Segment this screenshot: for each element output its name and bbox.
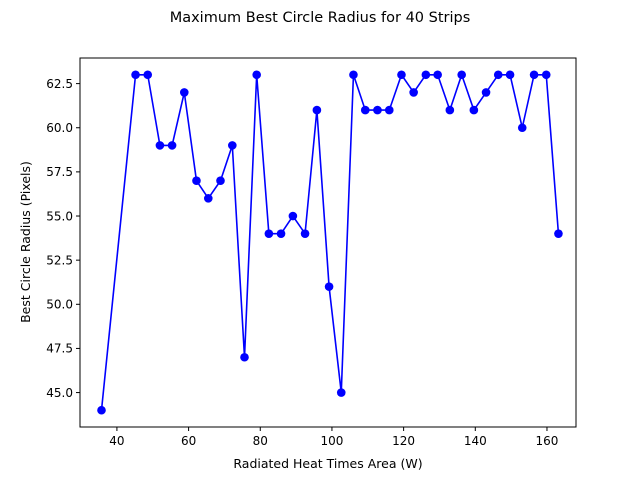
data-point: [493, 70, 503, 80]
x-axis-label: Radiated Heat Times Area (W): [233, 456, 422, 471]
data-point: [469, 105, 479, 115]
data-point: [349, 70, 358, 80]
data-point: [505, 70, 515, 80]
data-point: [240, 352, 249, 362]
data-point: [312, 105, 322, 115]
x-tick-label: 160: [536, 434, 559, 448]
data-point: [481, 88, 491, 97]
data-point: [276, 229, 286, 238]
data-point: [360, 105, 370, 115]
y-tick-label: 50.0: [46, 298, 73, 312]
data-point: [409, 88, 418, 97]
data-point: [192, 176, 201, 186]
data-point: [179, 88, 189, 97]
x-axis: 40 60 80 100 120 140 160: [109, 427, 558, 448]
data-point: [517, 123, 527, 133]
chart-title: Maximum Best Circle Radius for 40 Strips: [170, 10, 471, 26]
data-point: [97, 405, 106, 415]
data-point: [252, 70, 261, 80]
data-point: [457, 70, 466, 80]
data-point: [216, 176, 225, 186]
series-line: [100, 72, 560, 411]
data-point: [554, 229, 563, 238]
y-axis: 45.0 47.5 50.0 52.5 55.0 57.5 60.0 62.5: [46, 77, 80, 400]
y-tick-label: 62.5: [46, 77, 73, 91]
y-tick-label: 57.5: [46, 165, 73, 179]
y-tick-label: 45.0: [46, 386, 73, 400]
x-tick-label: 120: [392, 434, 415, 448]
x-tick-label: 80: [253, 434, 268, 448]
data-point: [204, 194, 213, 203]
data-point: [324, 282, 334, 291]
y-tick-label: 55.0: [46, 209, 73, 223]
x-tick-label: 60: [181, 434, 196, 448]
data-point: [264, 229, 274, 238]
data-point: [336, 388, 346, 397]
data-point: [397, 70, 406, 80]
data-point: [131, 70, 140, 80]
y-tick-label: 47.5: [46, 342, 73, 356]
x-tick-label: 140: [464, 434, 487, 448]
y-axis-label: Best Circle Radius (Pixels): [18, 161, 33, 323]
data-point: [421, 70, 431, 80]
plot-area: [79, 57, 577, 428]
data-point: [373, 105, 382, 115]
data-point: [384, 105, 394, 115]
y-tick-label: 52.5: [46, 253, 73, 267]
data-point: [541, 70, 551, 80]
data-point: [445, 105, 455, 115]
data-point: [155, 141, 165, 150]
y-tick-label: 60.0: [46, 121, 73, 135]
data-point: [300, 229, 310, 238]
data-point: [529, 70, 539, 80]
data-point: [143, 70, 153, 80]
data-point: [433, 70, 442, 80]
x-tick-label: 40: [109, 434, 124, 448]
data-point: [167, 141, 177, 150]
x-tick-label: 100: [320, 434, 343, 448]
data-point: [288, 211, 298, 221]
data-point: [228, 141, 237, 150]
plot-frame: [79, 57, 577, 428]
